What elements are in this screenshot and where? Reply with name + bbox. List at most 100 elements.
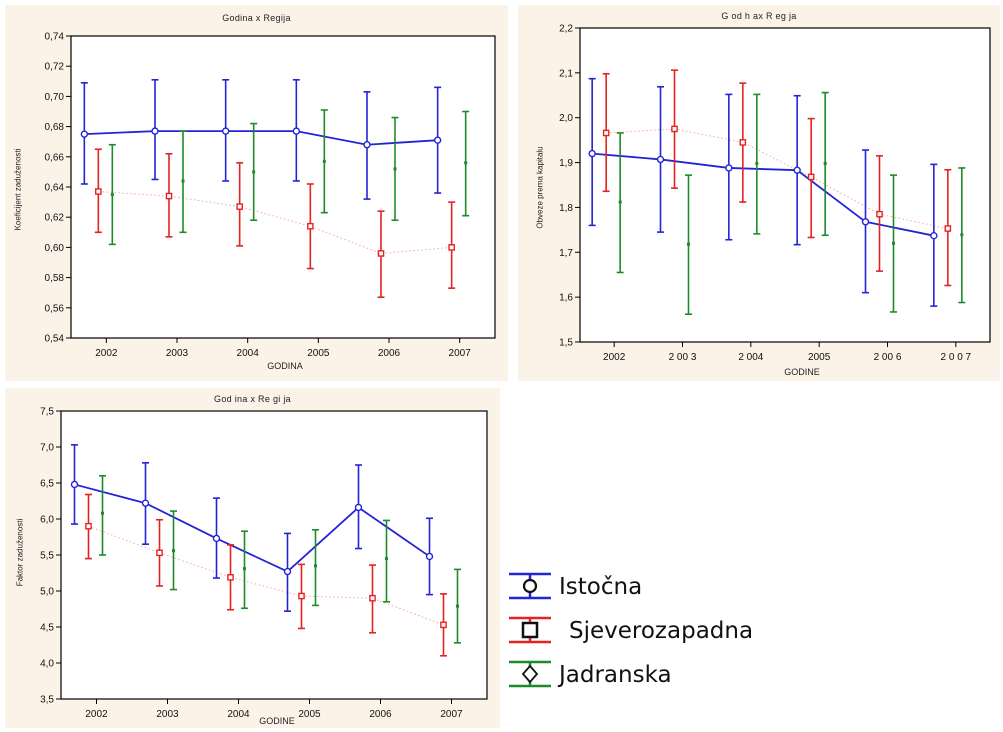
- data-point: [588, 149, 596, 158]
- legend-label: Istočna: [559, 574, 643, 600]
- data-point: [385, 557, 388, 561]
- data-point: [930, 231, 938, 240]
- data-point: [101, 511, 104, 515]
- x-tick-label: 2002: [85, 709, 108, 720]
- series-line-istona: [84, 130, 438, 146]
- x-tick-label: 2007: [449, 348, 472, 359]
- data-point: [252, 170, 256, 174]
- data-point: [448, 244, 455, 251]
- data-point: [656, 155, 665, 164]
- data-point: [110, 193, 114, 197]
- y-tick-label: 2,1: [559, 68, 573, 79]
- x-tick-label: 2004: [237, 348, 260, 359]
- chart-plot: 3,5 4,0 4,5 5,0 5,5 6,0 6,5 7,0 7,5 2002 2003 2004 2…: [40, 407, 488, 720]
- data-point: [212, 534, 221, 543]
- legend-item-sjeverozapadna: Sjeverozapadna: [505, 612, 805, 652]
- y-tick-label: 2,2: [559, 24, 573, 35]
- y-tick-label: 7,0: [40, 443, 54, 454]
- data-point: [807, 173, 815, 181]
- y-axis-label: Koeficijent zaduženosti: [13, 148, 23, 231]
- data-point: [70, 480, 79, 489]
- chart-plot: 0,54 0,56 0,58 0,60 0,62 0,64 0,66 0,68 0,70 0,72…: [45, 32, 496, 359]
- x-tick-label: 2006: [369, 709, 392, 720]
- data-point: [861, 218, 870, 226]
- data-point: [181, 179, 185, 183]
- y-tick-label: 4,0: [40, 659, 54, 670]
- data-point: [369, 594, 376, 602]
- data-point: [433, 136, 442, 144]
- legend-circle-marker-icon: [509, 572, 551, 600]
- y-tick-label: 5,5: [40, 551, 54, 562]
- data-point: [227, 574, 234, 581]
- y-tick-label: 3,5: [40, 695, 54, 706]
- chart-plot: 1,5 1,6 1,7 1,8 1,9 2,0 2,1 2,2 2002 2 00 3 2 004 2…: [559, 24, 991, 363]
- legend: Istočna Sjeverozapadna Jadranska: [505, 568, 805, 708]
- data-point: [298, 592, 305, 600]
- y-tick-label: 6,5: [40, 479, 54, 490]
- data-point: [725, 164, 733, 172]
- legend-item-istocna: Istočna: [505, 568, 805, 608]
- series-line-sjeverozapadna: [88, 525, 444, 626]
- chart-panel-koeficijent: Godina x Regija 0,54 0,56 0,58 0,60 0,62 0,64…: [5, 5, 508, 381]
- data-point: [243, 567, 246, 571]
- y-tick-label: 1,7: [559, 248, 573, 259]
- y-tick-label: 1,5: [559, 338, 573, 349]
- y-tick-label: 0,54: [45, 334, 65, 345]
- legend-square-marker-icon: [509, 616, 551, 644]
- data-point: [876, 210, 883, 218]
- chart-panel-obveze: G od h ax R eg ja 1,5 1,6 1,7 1,8 1,9 2,0 2,1 2…: [518, 5, 1000, 381]
- x-tick-label: 2005: [808, 352, 831, 363]
- x-tick-label: 2003: [156, 709, 179, 720]
- data-point: [823, 161, 827, 165]
- y-tick-label: 0,74: [45, 32, 65, 43]
- data-point: [283, 567, 292, 576]
- chart-panel-faktor: God ina x Re gi ja 3,5 4,0 4,5 5,0 5,5 6,0 6,5…: [5, 388, 500, 728]
- y-tick-label: 1,9: [559, 158, 573, 169]
- data-point: [393, 167, 397, 171]
- y-tick-label: 7,5: [40, 407, 54, 418]
- legend-item-jadranska: Jadranska: [505, 656, 805, 696]
- data-point: [292, 127, 301, 135]
- chart-title: Godina x Regija: [222, 13, 291, 23]
- y-tick-label: 0,72: [45, 62, 65, 73]
- series-line-istona: [74, 483, 431, 573]
- data-point: [456, 604, 459, 608]
- data-point: [156, 549, 163, 557]
- x-tick-label: 2005: [307, 348, 330, 359]
- data-point: [960, 233, 964, 237]
- data-point: [314, 564, 317, 568]
- data-point: [739, 139, 747, 146]
- data-point: [602, 129, 610, 137]
- data-point: [95, 188, 102, 195]
- data-point: [687, 242, 690, 246]
- data-point: [354, 503, 363, 512]
- data-point: [440, 621, 447, 629]
- legend-label: Jadranska: [559, 662, 672, 688]
- data-point: [793, 166, 801, 174]
- data-point: [165, 192, 173, 200]
- y-tick-label: 5,0: [40, 587, 54, 598]
- data-point: [236, 203, 243, 210]
- data-point: [944, 225, 952, 232]
- data-point: [671, 125, 678, 133]
- data-point: [307, 222, 314, 230]
- x-tick-label: 2 00 3: [669, 352, 697, 363]
- plot-area: [60, 410, 488, 700]
- y-tick-label: 0,70: [45, 92, 65, 103]
- y-tick-label: 0,60: [45, 243, 65, 254]
- x-tick-label: 2007: [440, 709, 463, 720]
- y-tick-label: 0,68: [45, 122, 65, 133]
- data-point: [755, 161, 759, 165]
- series-line-istona: [592, 152, 935, 237]
- series-line-sjeverozapadna: [606, 128, 948, 230]
- x-tick-label: 2004: [227, 709, 250, 720]
- y-axis-label: Faktor zaduženosti: [15, 518, 25, 587]
- x-tick-label: 2005: [298, 709, 321, 720]
- data-point: [172, 549, 175, 553]
- y-tick-label: 4,5: [40, 623, 54, 634]
- x-tick-label: 2 0 0 7: [941, 352, 972, 363]
- data-point: [464, 161, 468, 165]
- legend-diamond-marker-icon: [509, 660, 551, 688]
- data-point: [151, 127, 159, 135]
- data-point: [618, 200, 622, 204]
